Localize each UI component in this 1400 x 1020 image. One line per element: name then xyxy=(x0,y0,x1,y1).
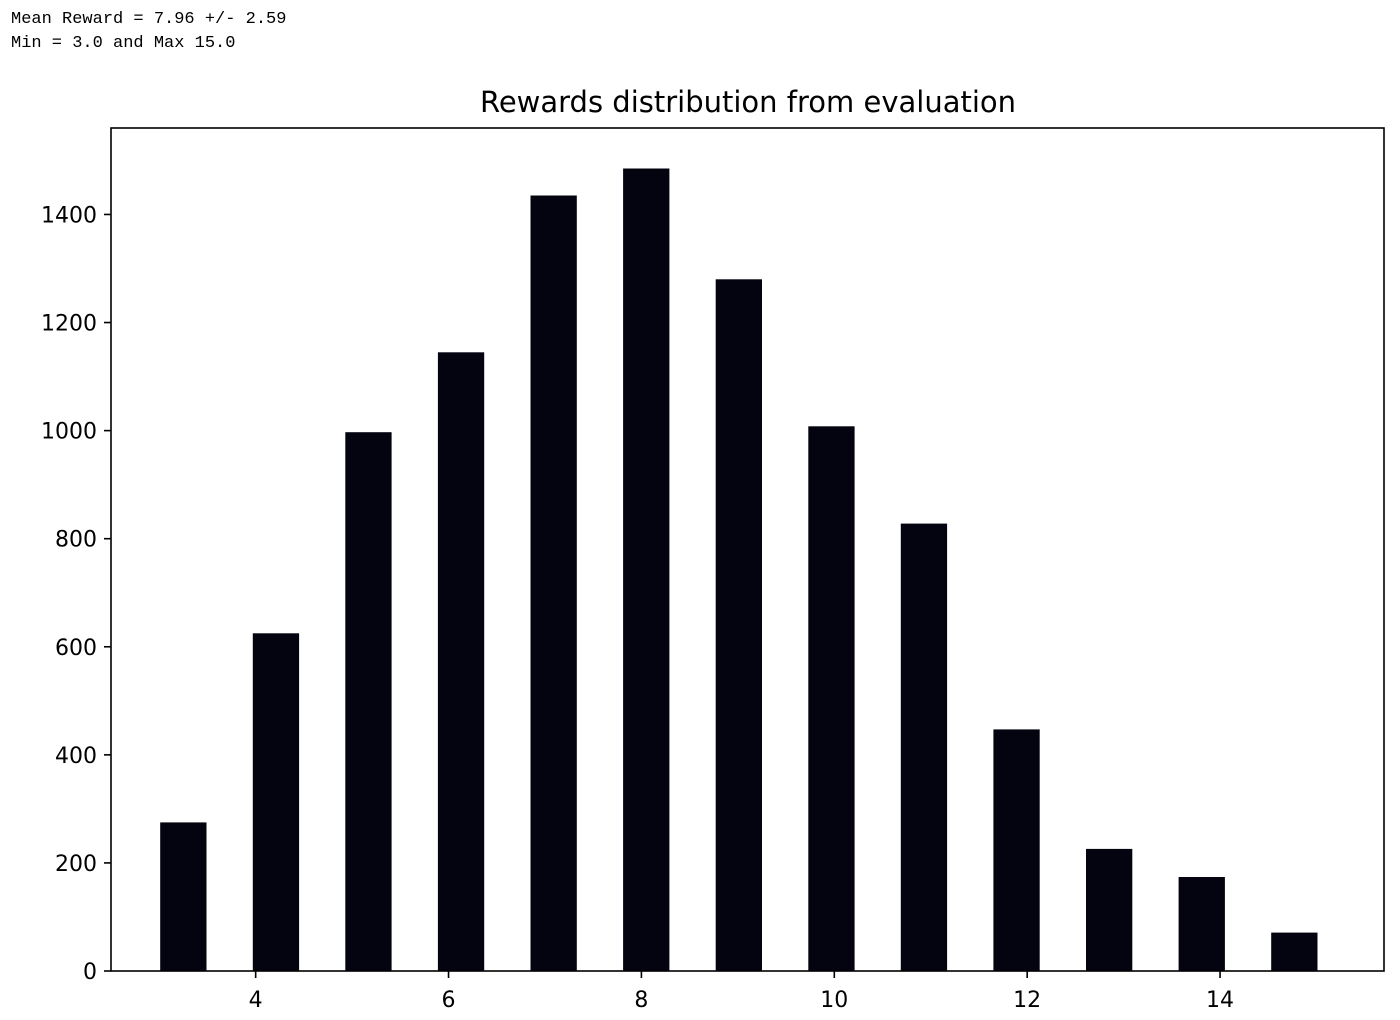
x-tick-label: 12 xyxy=(1013,988,1041,1013)
bar xyxy=(808,426,855,971)
bars-group xyxy=(160,168,1318,971)
bar xyxy=(715,279,762,971)
bar xyxy=(900,523,948,971)
chart-title: Rewards distribution from evaluation xyxy=(480,85,1016,119)
y-tick-label: 0 xyxy=(83,960,97,985)
bar xyxy=(623,168,670,971)
bar xyxy=(530,195,577,971)
bar xyxy=(1178,877,1225,971)
bar xyxy=(993,729,1040,971)
x-tick-label: 8 xyxy=(634,988,648,1013)
bar xyxy=(437,352,485,971)
y-tick-label: 400 xyxy=(55,744,97,769)
bar xyxy=(1271,932,1318,971)
mean-reward-text: Mean Reward = 7.96 +/- 2.59 xyxy=(11,10,287,29)
bar xyxy=(160,822,207,971)
x-tick-label: 6 xyxy=(442,988,456,1013)
y-tick-label: 600 xyxy=(55,636,97,661)
bar xyxy=(252,633,300,971)
y-tick-label: 1200 xyxy=(41,312,97,337)
x-axis-ticks: 4 6 8 10 12 14 xyxy=(249,971,1234,1013)
summary-stats: Mean Reward = 7.96 +/- 2.59 Min = 3.0 an… xyxy=(11,8,286,56)
y-tick-label: 800 xyxy=(55,528,97,553)
bar xyxy=(345,432,392,971)
y-tick-label: 1400 xyxy=(41,203,97,228)
bar xyxy=(1086,848,1133,971)
min-max-text: Min = 3.0 and Max 15.0 xyxy=(11,34,236,53)
y-tick-label: 1000 xyxy=(41,420,97,445)
x-tick-label: 4 xyxy=(249,988,263,1013)
plot-frame xyxy=(110,127,1385,972)
x-tick-label: 10 xyxy=(820,988,848,1013)
y-axis-ticks: 0 200 400 600 800 1000 1200 1400 xyxy=(41,203,111,985)
x-tick-label: 14 xyxy=(1206,988,1234,1013)
y-tick-label: 200 xyxy=(55,852,97,877)
